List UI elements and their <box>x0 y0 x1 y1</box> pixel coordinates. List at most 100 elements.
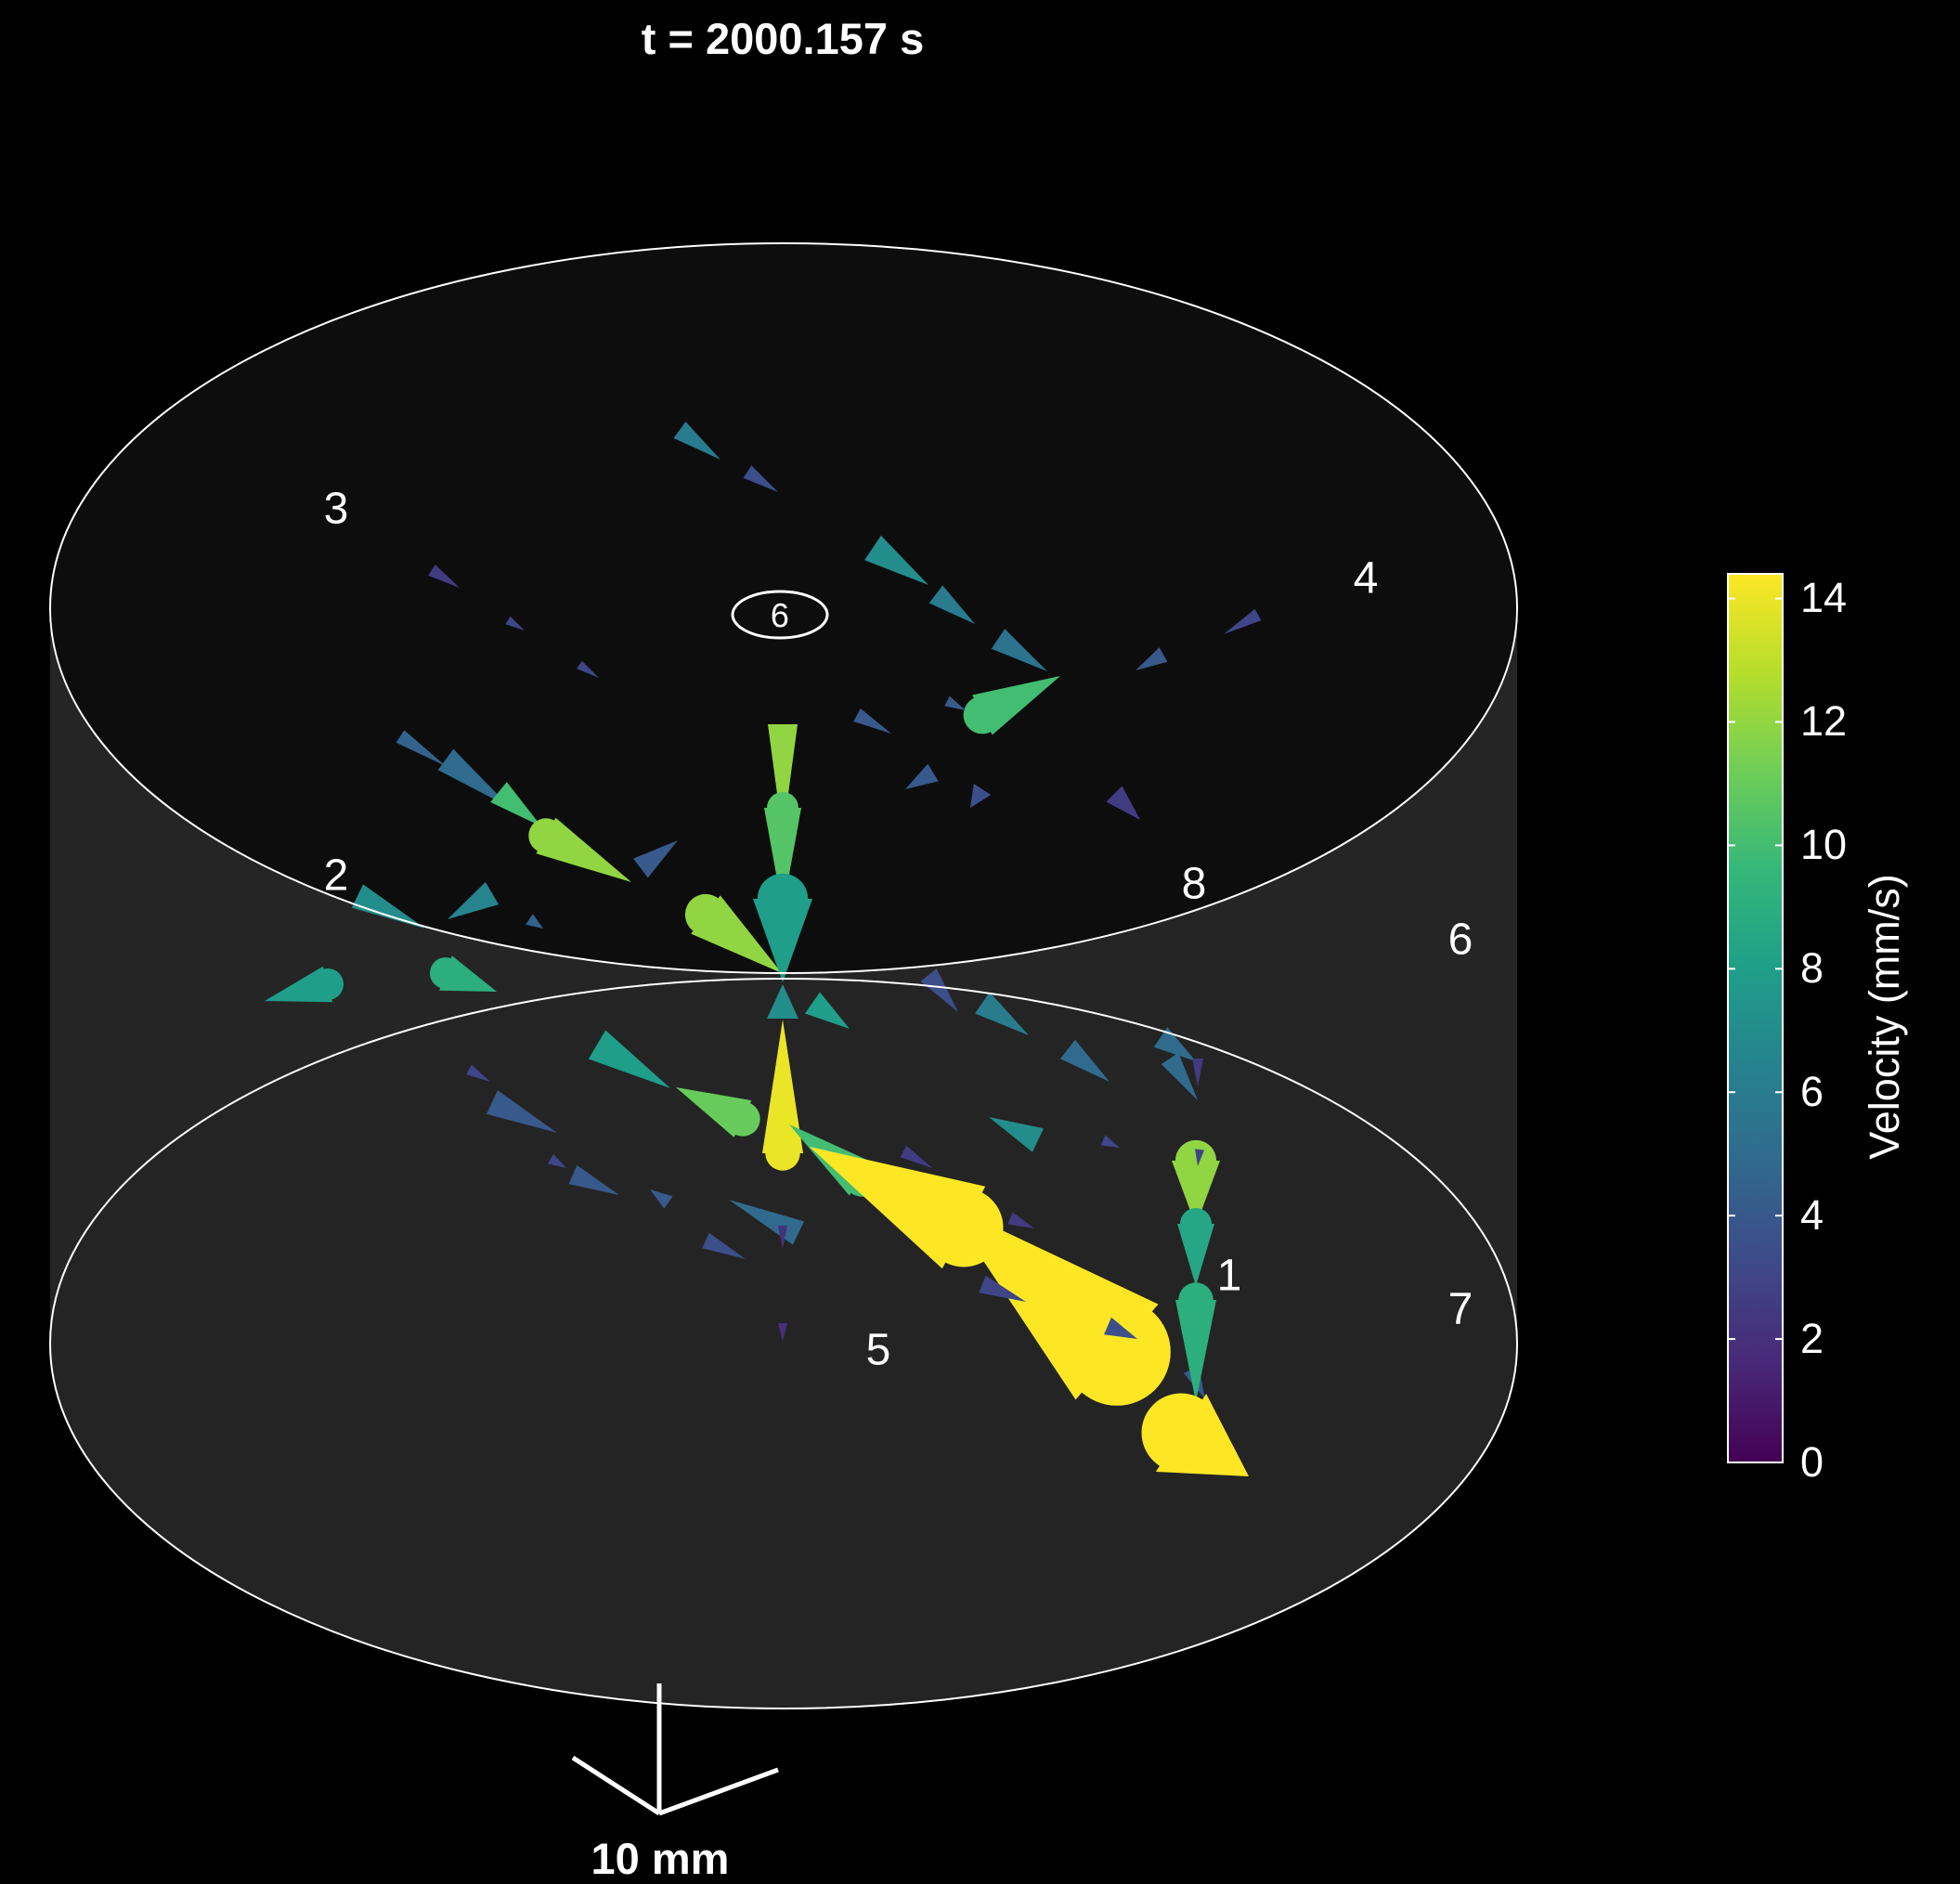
velocity-arrow <box>351 884 425 929</box>
velocity-arrow <box>743 465 778 492</box>
velocity-arrow <box>778 1323 787 1342</box>
zone-label-1: 1 <box>1216 1251 1242 1301</box>
velocity-arrow-cap <box>430 957 461 989</box>
colorbar-tick-label-0: 0 <box>1800 1438 1824 1486</box>
scale-bar-axes <box>571 1683 779 1816</box>
zone-label-8: 8 <box>1181 859 1207 909</box>
velocity-arrow <box>1100 1135 1120 1148</box>
velocity-arrow <box>944 695 966 710</box>
velocity-arrow <box>920 968 958 1012</box>
velocity-arrow-cap <box>684 893 727 936</box>
port-9-outline <box>731 590 829 640</box>
velocity-arrow <box>864 535 928 585</box>
velocity-arrow <box>975 992 1029 1035</box>
velocity-arrow-cap <box>1141 1393 1221 1473</box>
colorbar-tick-label-6: 6 <box>1800 1068 1824 1115</box>
velocity-arrow <box>673 422 720 460</box>
zone-label-7: 7 <box>1447 1284 1473 1334</box>
velocity-arrow-cap <box>1175 1139 1217 1182</box>
time-title: t = 2000.157 s <box>641 14 925 63</box>
colorbar-tick-marks <box>1728 597 1783 1463</box>
velocity-arrow <box>1175 1300 1216 1402</box>
velocity-arrow <box>505 616 525 630</box>
velocity-arrow <box>805 992 850 1029</box>
velocity-arrow <box>437 748 511 808</box>
velocity-arrow-cap <box>1178 1282 1214 1318</box>
velocity-arrow <box>989 1117 1044 1152</box>
velocity-arrow <box>1106 786 1140 820</box>
velocity-arrow <box>979 1275 1026 1302</box>
velocity-arrow <box>764 808 801 910</box>
velocity-arrow <box>702 1232 746 1259</box>
velocity-arrow-cap <box>725 1101 760 1137</box>
colorbar-tick-label-10: 10 <box>1800 821 1848 868</box>
velocity-arrow <box>490 782 541 826</box>
velocity-arrow <box>588 1030 670 1088</box>
cylinder-bottom-fill <box>50 979 1517 1709</box>
cylinder-top-outline <box>49 242 1518 974</box>
zone-label-2: 2 <box>323 851 349 901</box>
colorbar-tick-label-14: 14 <box>1800 574 1848 621</box>
velocity-arrow <box>853 708 891 734</box>
cylinder-outlines <box>49 242 1518 1709</box>
velocity-arrow <box>1153 1027 1196 1061</box>
velocity-arrow <box>1060 1039 1110 1082</box>
velocity-arrow <box>928 585 975 624</box>
velocity-arrow <box>548 1153 566 1168</box>
zone-label-6: 6 <box>1447 915 1473 965</box>
velocity-arrow <box>1195 1149 1204 1166</box>
velocity-arrow <box>577 660 599 678</box>
velocity-arrow-cap <box>767 792 798 824</box>
cylinder-bottom-outline <box>49 978 1518 1709</box>
colorbar-tick-label-12: 12 <box>1800 697 1848 745</box>
velocity-arrow <box>650 1189 673 1209</box>
velocity-arrow <box>1104 1317 1137 1339</box>
velocity-arrow-cap <box>528 818 564 853</box>
velocity-arrow-cap <box>757 873 809 925</box>
velocity-arrow <box>1177 1224 1214 1286</box>
zone-label-3: 3 <box>323 484 349 534</box>
colorbar-tick-label-8: 8 <box>1800 944 1824 992</box>
cylinder-top-fill <box>50 243 1517 973</box>
velocity-arrow <box>762 1020 803 1153</box>
colorbar-tick-label-4: 4 <box>1800 1191 1824 1239</box>
velocity-arrow-cap <box>963 695 1002 734</box>
velocity-arrow <box>1007 1212 1034 1228</box>
velocity-arrow <box>991 629 1047 671</box>
zone-label-9: 9 <box>770 596 790 634</box>
zone-label-5: 5 <box>865 1325 891 1375</box>
colorbar-label: Velocity (mm/s) <box>1861 874 1908 1160</box>
velocity-arrow-cap <box>1180 1208 1212 1240</box>
scale-bar-label: 10 mm <box>591 1834 730 1883</box>
colorbar-tick-label-2: 2 <box>1800 1315 1824 1362</box>
velocity-arrow-cap <box>1063 1298 1171 1406</box>
velocity-arrow <box>1192 1059 1203 1086</box>
zone-label-4: 4 <box>1353 553 1379 604</box>
velocity-arrow <box>428 565 460 588</box>
velocity-arrow <box>905 763 939 789</box>
velocity-arrow <box>396 730 446 766</box>
velocity-arrow <box>767 984 798 1019</box>
velocity-arrow-cap <box>765 1136 800 1171</box>
velocity-arrow <box>526 914 543 929</box>
velocity-arrow <box>1161 1052 1198 1100</box>
velocity-arrow <box>1224 608 1262 634</box>
scale-axis-right <box>658 1767 779 1816</box>
velocity-arrow <box>753 899 812 982</box>
colorbar-gradient <box>1727 573 1784 1463</box>
velocity-arrow <box>633 840 678 878</box>
velocity-arrow <box>970 784 992 808</box>
colorbar <box>1727 573 1784 1463</box>
scale-axis-left <box>571 1755 661 1816</box>
velocity-arrow <box>778 1226 787 1249</box>
velocity-arrow <box>448 881 500 919</box>
velocity-arrow <box>487 1090 557 1133</box>
velocity-arrow <box>768 724 798 836</box>
velocity-arrows <box>265 422 1262 1476</box>
velocity-arrow <box>1136 647 1168 670</box>
velocity-arrow <box>568 1164 619 1195</box>
velocity-arrow-cap <box>312 968 344 1000</box>
velocity-arrow <box>466 1064 490 1082</box>
velocity-arrow <box>900 1145 932 1168</box>
